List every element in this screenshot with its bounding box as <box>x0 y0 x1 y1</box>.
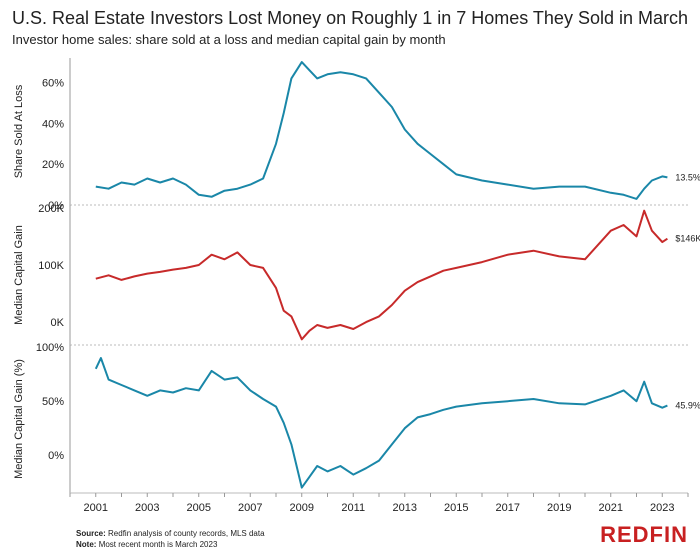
y-tick-label: 0K <box>51 317 65 329</box>
end-value-label: $146K <box>675 234 700 244</box>
x-tick-label: 2005 <box>187 502 211 514</box>
end-value-label: 45.9% <box>675 401 700 411</box>
x-axis: 2001 2003 2005 2007 2009 2011 2013 2015 2017 2019… <box>69 493 689 514</box>
y-axis-title: Median Capital Gain (%) <box>13 359 25 479</box>
x-tick-label: 2003 <box>135 502 159 514</box>
x-tick-label: 2021 <box>599 502 623 514</box>
x-tick-label: 2019 <box>547 502 571 514</box>
x-tick-label: 2011 <box>341 502 365 514</box>
panel-1: 0% 20% 40% 60% Share Sold At Loss 13.5% <box>13 58 700 212</box>
x-tick-label: 2007 <box>238 502 262 514</box>
y-tick-label: 200K <box>38 203 64 215</box>
y-tick-label: 100K <box>38 260 64 272</box>
x-tick-label: 2013 <box>393 502 417 514</box>
source-text: Redfin analysis of county records, MLS d… <box>108 529 265 538</box>
y-tick-label: 40% <box>42 118 64 130</box>
x-tick-label: 2009 <box>290 502 314 514</box>
chart-subtitle: Investor home sales: share sold at a los… <box>12 32 446 47</box>
y-tick-label: 0% <box>48 450 64 462</box>
x-tick-label: 2017 <box>496 502 520 514</box>
panel-2: 0K 100K 200K Median Capital Gain $146K <box>13 203 700 346</box>
series-line <box>95 61 668 200</box>
note-line: Note: Most recent month is March 2023 <box>76 539 265 550</box>
x-tick-label: 2001 <box>84 502 108 514</box>
y-axis-title: Median Capital Gain <box>13 225 25 325</box>
source-label: Source: <box>76 529 106 538</box>
series-line <box>95 209 668 341</box>
source-line: Source: Redfin analysis of county record… <box>76 528 265 539</box>
redfin-logo: REDFIN <box>600 522 688 547</box>
panel-3: 0% 50% 100% Median Capital Gain (%) 45.9% <box>13 342 700 494</box>
x-tick-label: 2015 <box>444 502 468 514</box>
y-tick-label: 50% <box>42 396 64 408</box>
y-tick-label: 0% <box>48 200 64 212</box>
footer: Source: Redfin analysis of county record… <box>76 528 265 550</box>
note-text: Most recent month is March 2023 <box>98 540 218 549</box>
plots-group: 0% 20% 40% 60% Share Sold At Loss 13.5% 0K 100K… <box>13 58 700 494</box>
series-line <box>94 357 668 489</box>
y-tick-label: 60% <box>42 78 64 90</box>
note-label: Note: <box>76 540 97 549</box>
y-tick-label: 20% <box>42 159 64 171</box>
y-tick-label: 100% <box>36 342 64 354</box>
end-value-label: 13.5% <box>675 172 700 182</box>
chart-title: U.S. Real Estate Investors Lost Money on… <box>12 8 688 28</box>
y-axis-title: Share Sold At Loss <box>13 84 25 178</box>
x-tick-label: 2023 <box>650 502 674 514</box>
